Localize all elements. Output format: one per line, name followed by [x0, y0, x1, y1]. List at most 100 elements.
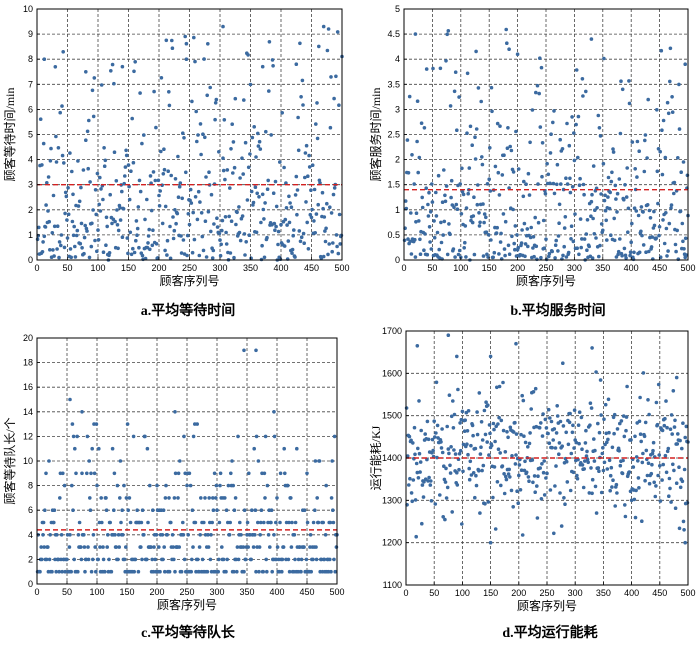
data-point	[570, 430, 575, 435]
data-point	[453, 255, 457, 259]
data-point	[506, 243, 511, 248]
data-point	[603, 208, 608, 213]
data-point	[179, 569, 184, 574]
data-point	[289, 496, 293, 500]
data-point	[69, 255, 73, 260]
data-point	[408, 476, 412, 481]
data-point	[204, 255, 209, 259]
data-point	[604, 431, 608, 436]
data-point	[674, 375, 679, 380]
data-point	[414, 220, 418, 224]
data-point	[650, 462, 654, 467]
data-point	[221, 24, 225, 29]
data-point	[520, 228, 524, 232]
data-point	[681, 160, 686, 164]
data-point	[84, 70, 88, 74]
y-tick-label: 7	[28, 79, 33, 89]
data-point	[451, 426, 456, 430]
data-point	[618, 421, 622, 426]
data-point	[673, 506, 678, 510]
data-point	[321, 24, 326, 29]
data-point	[580, 447, 584, 451]
y-tick-label: 1600	[382, 368, 402, 378]
data-point	[247, 233, 252, 237]
data-point	[206, 545, 211, 549]
data-point	[170, 38, 174, 43]
data-point	[585, 248, 589, 252]
data-point	[584, 454, 589, 458]
data-point	[168, 256, 173, 261]
data-point	[508, 475, 512, 479]
data-point	[66, 212, 71, 217]
data-point	[568, 411, 572, 416]
data-point	[167, 496, 171, 500]
data-point	[467, 166, 472, 170]
data-point	[85, 471, 89, 476]
data-point	[660, 428, 665, 433]
data-point	[331, 241, 335, 245]
data-point	[638, 395, 642, 400]
data-point	[559, 182, 563, 186]
data-point	[452, 89, 457, 94]
data-point	[214, 496, 218, 500]
data-point	[545, 161, 549, 166]
data-point	[109, 69, 113, 73]
data-point	[55, 247, 59, 251]
data-point	[49, 146, 53, 151]
data-point	[269, 508, 274, 512]
x-tick-label: 100	[453, 263, 468, 273]
data-point	[140, 508, 145, 512]
x-tick-label: 350	[596, 588, 611, 598]
data-point	[323, 239, 328, 244]
data-point	[444, 466, 448, 471]
data-point	[235, 569, 239, 574]
data-point	[618, 463, 623, 468]
data-point	[153, 178, 158, 183]
data-point	[514, 432, 519, 436]
data-point	[479, 420, 484, 424]
data-point	[316, 520, 321, 525]
data-point	[311, 557, 315, 562]
data-point	[152, 89, 156, 94]
data-point	[63, 190, 68, 195]
data-point	[427, 475, 431, 480]
data-point	[52, 224, 57, 229]
data-point	[136, 205, 141, 209]
data-point	[98, 545, 102, 549]
data-point	[625, 384, 629, 389]
data-point	[637, 250, 642, 255]
data-point	[426, 437, 431, 442]
data-point	[223, 177, 227, 182]
data-point	[599, 490, 604, 495]
data-point	[538, 125, 543, 129]
data-point	[221, 168, 226, 173]
data-point	[598, 134, 603, 138]
data-point	[165, 238, 170, 243]
data-point	[593, 208, 597, 212]
data-point	[44, 203, 48, 207]
data-point	[115, 208, 119, 212]
data-point	[135, 233, 139, 237]
data-point	[317, 459, 322, 463]
data-point	[74, 233, 79, 238]
data-point	[411, 478, 416, 482]
data-point	[463, 224, 468, 228]
data-point	[521, 194, 526, 199]
data-point	[46, 175, 51, 179]
data-point	[577, 183, 582, 187]
data-point	[672, 191, 676, 196]
data-point	[459, 417, 464, 422]
data-point	[602, 56, 606, 61]
data-point	[89, 244, 94, 249]
data-point	[405, 454, 410, 458]
data-point	[321, 206, 325, 211]
data-point	[572, 131, 576, 135]
data-point	[681, 239, 685, 244]
data-point	[496, 447, 501, 451]
data-point	[457, 452, 462, 456]
data-point	[557, 452, 561, 456]
data-point	[218, 238, 222, 242]
data-point	[138, 91, 142, 95]
data-point	[557, 202, 562, 207]
data-point	[268, 545, 272, 549]
